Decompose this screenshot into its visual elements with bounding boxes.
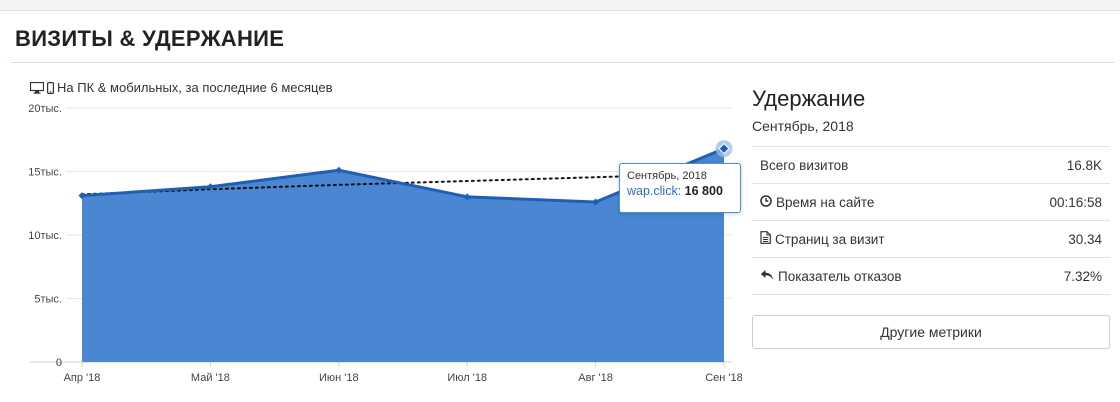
metric-label: Время на сайте	[760, 195, 874, 210]
chart-subtitle: На ПК & мобильных, за последние 6 месяце…	[30, 80, 332, 95]
metric-value: 00:16:58	[1049, 194, 1102, 210]
x-tick-label: Июл '18	[447, 372, 487, 384]
retention-period: Сентябрь, 2018	[752, 118, 854, 134]
metric-label: Всего визитов	[760, 158, 848, 173]
x-tick-label: Апр '18	[64, 372, 101, 384]
section-divider	[11, 62, 1115, 63]
chart-subtitle-text: На ПК & мобильных, за последние 6 месяце…	[57, 80, 333, 95]
data-point	[592, 198, 600, 206]
metric-total-visits: Всего визитов 16.8K	[752, 147, 1110, 184]
metric-label-text: Страниц за визит	[775, 231, 885, 247]
retention-title: Удержание	[752, 86, 866, 111]
metric-value: 7.32%	[1063, 268, 1102, 284]
mobile-icon	[47, 81, 54, 94]
data-point	[718, 142, 730, 155]
trend-line	[81, 172, 725, 196]
y-tick-label: 20тыс.	[28, 103, 62, 115]
metric-time-on-site: Время на сайте 00:16:58	[752, 184, 1110, 221]
metric-bounce-rate: Показатель отказов 7.32%	[752, 258, 1110, 295]
visits-chart: 0 5тыс. 10тыс. 15тыс. 20тыс. Апр '18 Май '18 Ию…	[28, 103, 743, 384]
metric-pages-per-visit: Страниц за визит 30.34	[752, 221, 1110, 258]
data-point	[78, 192, 86, 200]
tooltip-series: wap.click:	[627, 184, 682, 198]
more-metrics-button[interactable]: Другие метрики	[752, 315, 1110, 349]
x-tick-label: Май '18	[191, 372, 230, 384]
x-tick-label: Авг '18	[578, 372, 613, 384]
x-tick-label: Июн '18	[319, 372, 359, 384]
tooltip-date: Сентябрь, 2018	[627, 170, 707, 182]
metric-label-text: Время на сайте	[776, 194, 875, 210]
series-line	[81, 147, 725, 204]
metrics-table: Всего визитов 16.8K Время на сайте 00:16…	[752, 146, 1110, 295]
metric-label-text: Всего визитов	[760, 157, 849, 173]
data-point	[206, 183, 214, 191]
metric-value: 16.8K	[1066, 157, 1102, 173]
desktop-icon	[30, 81, 44, 94]
tooltip-value: 16 800	[684, 184, 723, 198]
metric-label: Показатель отказов	[760, 269, 902, 284]
metric-label-text: Показатель отказов	[778, 268, 902, 284]
metric-label: Страниц за визит	[760, 231, 885, 247]
y-tick-label: 15тыс.	[28, 167, 62, 179]
tooltip-row: wap.click: 16 800	[627, 184, 733, 198]
clock-icon	[760, 194, 772, 210]
data-point	[335, 166, 343, 174]
reply-arrow-icon	[760, 269, 774, 284]
y-tick-label: 10тыс.	[28, 230, 62, 242]
y-tick-label: 5тыс.	[34, 294, 62, 306]
top-strip	[0, 0, 1120, 11]
chart-tooltip: Сентябрь, 2018 wap.click: 16 800	[619, 163, 741, 213]
metric-value: 30.34	[1068, 231, 1102, 247]
y-tick-label: 0	[56, 357, 62, 369]
x-tick-label: Сен '18	[705, 372, 743, 384]
data-point	[463, 193, 471, 201]
section-title: ВИЗИТЫ & УДЕРЖАНИЕ	[15, 26, 285, 51]
page-icon	[760, 231, 771, 247]
